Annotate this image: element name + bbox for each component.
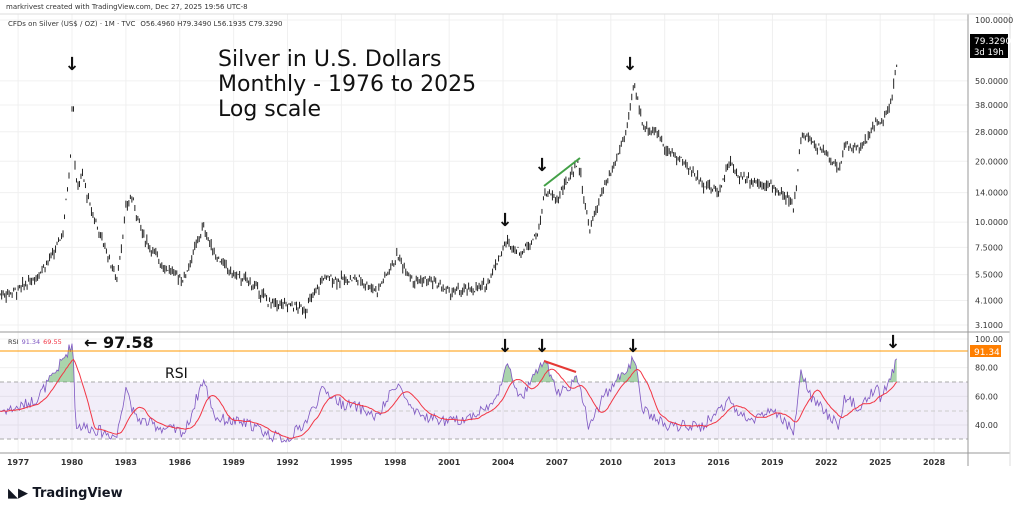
price-tick-label: 38.0000 xyxy=(975,101,1008,110)
time-tick-label: 1980 xyxy=(61,458,84,467)
price-tag-value: 79.3290 xyxy=(974,37,1011,47)
time-tick-label: 2001 xyxy=(438,458,461,467)
time-tick-label: 2025 xyxy=(869,458,892,467)
down-arrow-icon: ↓ xyxy=(64,54,79,75)
price-tick-label: 14.0000 xyxy=(975,189,1008,198)
annotation-title-3: Log scale xyxy=(218,97,321,122)
down-arrow-icon: ↓ xyxy=(497,210,512,231)
ohlc-values: O56.4960 H79.3490 L56.1935 C79.3290 xyxy=(140,20,282,28)
annotation-rsi-label: RSI xyxy=(165,366,188,382)
rsi-tag xyxy=(970,345,1001,357)
rsi-ma-line xyxy=(0,358,898,439)
rsi-axis[interactable]: 100.00 80.00 60.00 40.00 xyxy=(975,335,1003,430)
price-tick-label: 7.5000 xyxy=(975,243,1003,252)
rsi-legend-value: 91.34 xyxy=(22,338,41,346)
rsi-legend-label: RSI xyxy=(8,338,19,346)
annotation-rsi-peak: ← 97.58 xyxy=(84,333,154,352)
time-tick-label: 2016 xyxy=(707,458,730,467)
rsi-tick-label: 80.00 xyxy=(975,364,998,373)
price-tick-label: 5.5000 xyxy=(975,271,1003,280)
rsi-legend[interactable]: RSI 91.34 69.55 xyxy=(8,338,62,346)
price-tick-label: 20.0000 xyxy=(975,157,1008,166)
price-tag-countdown: 3d 19h xyxy=(974,48,1004,58)
symbol-name: CFDs on Silver (US$ / OZ) · 1M · TVC xyxy=(8,20,136,28)
time-tick-label: 1983 xyxy=(115,458,137,467)
rsi-tick-label: 100.00 xyxy=(975,335,1003,344)
price-tick-label: 50.0000 xyxy=(975,77,1008,86)
rsi-tag-value: 91.34 xyxy=(974,348,1000,358)
tradingview-logo-text: TradingView xyxy=(33,486,123,501)
rsi-divergence-line[interactable] xyxy=(543,360,577,373)
annotation-title-2: Monthly - 1976 to 2025 xyxy=(218,72,476,97)
price-tag xyxy=(970,34,1008,58)
down-arrow-icon: ↓ xyxy=(497,336,512,357)
tradingview-logo-icon: ◣▶ xyxy=(8,486,33,501)
annotation-arrows: ↓ ↓ ↓ ↓ ↓ ↓ ↓ ↓ xyxy=(64,54,900,357)
time-tick-label: 2007 xyxy=(546,458,568,467)
down-arrow-icon: ↓ xyxy=(622,54,637,75)
tradingview-logo[interactable]: ◣▶ TradingView xyxy=(8,486,123,501)
annotation-title-1: Silver in U.S. Dollars xyxy=(218,47,442,72)
time-tick-label: 2028 xyxy=(923,458,946,467)
price-tick-label: 100.0000 xyxy=(975,16,1013,25)
rsi-tick-label: 60.00 xyxy=(975,392,998,401)
grid xyxy=(0,14,968,453)
time-tick-label: 2004 xyxy=(492,458,515,467)
down-arrow-icon: ↓ xyxy=(534,155,549,176)
rsi-line xyxy=(0,343,897,443)
time-tick-label: 2010 xyxy=(600,458,623,467)
time-tick-label: 1995 xyxy=(330,458,353,467)
symbol-legend[interactable]: CFDs on Silver (US$ / OZ) · 1M · TVC O56.… xyxy=(8,20,282,28)
price-tick-label: 10.0000 xyxy=(975,218,1008,227)
time-tick-label: 1977 xyxy=(7,458,29,467)
time-tick-label: 2013 xyxy=(654,458,676,467)
down-arrow-icon: ↓ xyxy=(885,332,900,353)
time-tick-label: 2019 xyxy=(761,458,784,467)
down-arrow-icon: ↓ xyxy=(625,336,640,357)
price-trendline[interactable] xyxy=(543,157,581,187)
price-tick-label: 3.1000 xyxy=(975,321,1003,330)
price-tick-label: 28.0000 xyxy=(975,128,1008,137)
time-tick-label: 1989 xyxy=(223,458,246,467)
time-tick-label: 1986 xyxy=(169,458,192,467)
rsi-legend-ma: 69.55 xyxy=(43,338,62,346)
credit-line: markrivest created with TradingView.com,… xyxy=(6,3,248,11)
time-tick-label: 2022 xyxy=(815,458,837,467)
price-bars xyxy=(0,64,898,319)
down-arrow-icon: ↓ xyxy=(534,336,549,357)
time-axis[interactable]: 1977 1980 1983 1986 1989 1992 1995 1998 2001 2004… xyxy=(7,458,946,467)
price-axis[interactable]: 100.0000 50.0000 38.0000 28.0000 20.0000 14.0… xyxy=(975,16,1013,330)
price-tick-label: 4.1000 xyxy=(975,296,1003,305)
rsi-tick-label: 40.00 xyxy=(975,421,998,430)
time-tick-label: 1992 xyxy=(276,458,298,467)
rsi-series xyxy=(0,343,898,443)
time-tick-label: 1998 xyxy=(384,458,407,467)
